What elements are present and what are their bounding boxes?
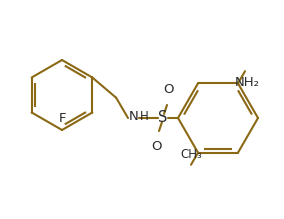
Text: S: S [158,111,168,125]
Text: CH₃: CH₃ [180,148,202,161]
Text: F: F [59,112,67,125]
Text: N: N [129,111,139,124]
Text: NH₂: NH₂ [235,76,260,89]
Text: O: O [152,140,162,153]
Text: H: H [140,111,149,124]
Text: O: O [164,83,174,96]
